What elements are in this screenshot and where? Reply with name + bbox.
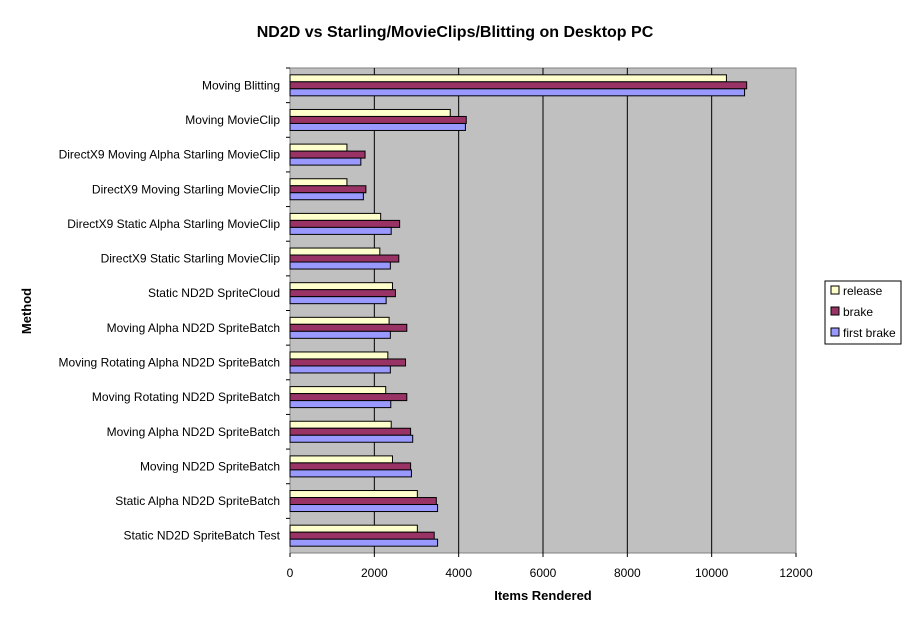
bar-brake: [289, 289, 396, 298]
bar-brake: [289, 115, 467, 124]
x-tick-label: 2000: [361, 566, 388, 580]
y-axis-title: Method: [19, 288, 34, 334]
legend-label: brake: [843, 305, 873, 319]
x-tick-label: 6000: [530, 566, 557, 580]
bar-release: [289, 524, 418, 533]
bar-first-brake: [289, 122, 466, 131]
category-label: Static ND2D SpriteBatch Test: [123, 529, 280, 543]
category-label: Static Alpha ND2D SpriteBatch: [115, 494, 280, 508]
category-label: Moving Rotating ND2D SpriteBatch: [92, 390, 280, 404]
bars: [289, 74, 748, 547]
bar-release: [289, 420, 392, 429]
tick-labels: 0 2000 4000 6000 8000 10000 12000: [287, 566, 813, 580]
bar-first-brake: [289, 88, 746, 97]
category-label: DirectX9 Static Starling MovieClip: [101, 252, 281, 266]
x-axis-title: Items Rendered: [494, 588, 592, 603]
legend-label: first brake: [843, 326, 896, 340]
category-label: Moving MovieClip: [185, 113, 280, 127]
bar-brake: [289, 531, 435, 540]
bar-first-brake: [289, 434, 414, 443]
category-label: Moving Alpha ND2D SpriteBatch: [107, 425, 280, 439]
category-label: Static ND2D SpriteCloud: [148, 286, 280, 300]
bar-brake: [289, 150, 366, 159]
category-label: DirectX9 Moving Starling MovieClip: [92, 182, 280, 196]
bar-release: [289, 143, 348, 152]
bar-first-brake: [289, 296, 387, 305]
bar-brake: [289, 254, 400, 263]
bar-first-brake: [289, 365, 391, 374]
bar-release: [289, 178, 348, 187]
x-tick-label: 0: [287, 566, 294, 580]
legend: release brake first brake: [824, 280, 902, 345]
category-label: DirectX9 Static Alpha Starling MovieClip: [67, 217, 280, 231]
bar-release: [289, 490, 418, 499]
chart-title: ND2D vs Starling/MovieClips/Blitting on …: [257, 24, 654, 41]
legend-swatch: [830, 327, 840, 337]
bar-release: [289, 386, 387, 395]
bar-first-brake: [289, 192, 364, 201]
bar-brake: [289, 393, 408, 402]
category-label: Moving Blitting: [202, 78, 280, 92]
x-tick-label: 12000: [779, 566, 813, 580]
legend-items: release brake first brake: [830, 284, 896, 340]
bar-brake: [289, 323, 408, 332]
bar-first-brake: [289, 157, 362, 166]
bar-release: [289, 282, 393, 291]
bar-release: [289, 351, 389, 360]
bar-first-brake: [289, 330, 391, 339]
x-tick-label: 10000: [695, 566, 729, 580]
bar-first-brake: [289, 261, 391, 270]
category-label: Moving Rotating Alpha ND2D SpriteBatch: [59, 355, 280, 369]
bar-release: [289, 247, 381, 256]
legend-swatch: [830, 306, 840, 316]
bar-brake: [289, 427, 412, 436]
bar-first-brake: [289, 226, 392, 235]
category-label: DirectX9 Moving Alpha Starling MovieClip: [59, 148, 281, 162]
category-label: Moving ND2D SpriteBatch: [140, 459, 280, 473]
bar-brake: [289, 219, 401, 228]
bar-first-brake: [289, 538, 439, 547]
x-tick-label: 4000: [445, 566, 472, 580]
bar-release: [289, 316, 390, 325]
bar-release: [289, 212, 382, 221]
category-labels: Moving Blitting Moving MovieClip DirectX9 …: [59, 78, 281, 542]
bar-first-brake: [289, 400, 392, 409]
bar-brake: [289, 185, 367, 194]
bar-brake: [289, 462, 412, 471]
category-label: Moving Alpha ND2D SpriteBatch: [107, 321, 280, 335]
bar-brake: [289, 497, 437, 506]
legend-label: release: [843, 284, 883, 298]
x-tick-label: 8000: [614, 566, 641, 580]
bar-release: [289, 74, 727, 83]
bar-release: [289, 455, 393, 464]
bar-brake: [289, 81, 748, 90]
legend-swatch: [830, 285, 840, 295]
bar-brake: [289, 358, 407, 367]
bar-first-brake: [289, 504, 439, 513]
bar-first-brake: [289, 469, 412, 478]
bar-release: [289, 108, 451, 117]
